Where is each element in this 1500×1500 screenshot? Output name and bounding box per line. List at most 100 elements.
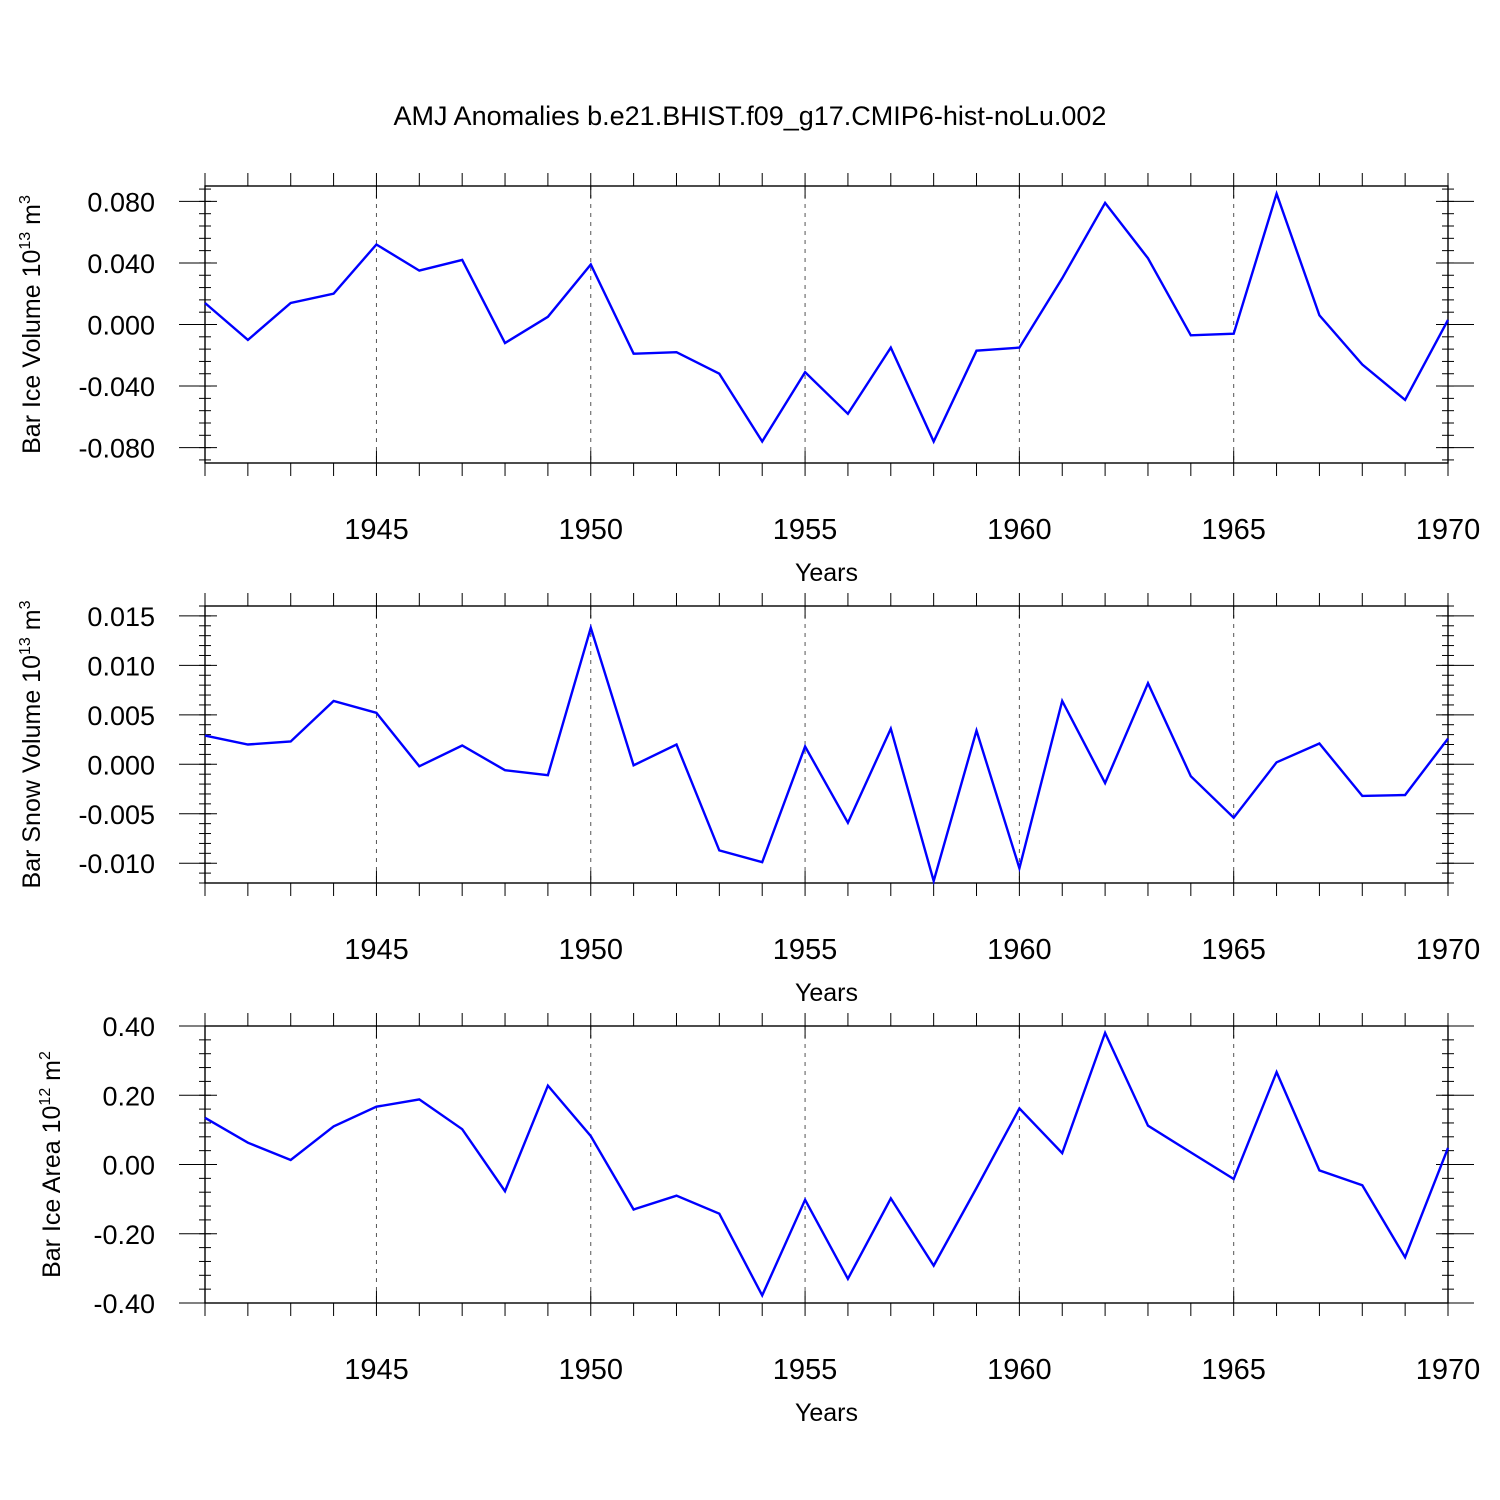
y-axis-title-text: m bbox=[18, 204, 46, 232]
data-point bbox=[417, 269, 421, 273]
data-point bbox=[1146, 256, 1150, 260]
data-point bbox=[289, 740, 293, 744]
x-tick-label: 1950 bbox=[559, 934, 624, 966]
data-point bbox=[1103, 781, 1107, 785]
data-point bbox=[760, 860, 764, 864]
data-point bbox=[717, 1212, 721, 1216]
x-tick-label: 1945 bbox=[344, 1354, 409, 1386]
data-point bbox=[203, 301, 207, 305]
x-tick-label: 1965 bbox=[1201, 514, 1266, 546]
data-point bbox=[332, 699, 336, 703]
data-point bbox=[589, 626, 593, 630]
data-point bbox=[889, 346, 893, 350]
x-tick-label: 1955 bbox=[773, 1354, 838, 1386]
data-point bbox=[546, 773, 550, 777]
data-point bbox=[674, 1194, 678, 1198]
data-point bbox=[1275, 192, 1279, 196]
data-point bbox=[674, 743, 678, 747]
plot-frame bbox=[204, 605, 1449, 884]
data-point bbox=[332, 1124, 336, 1128]
data-point bbox=[374, 711, 378, 715]
x-tick-label: 1960 bbox=[987, 1354, 1052, 1386]
data-point bbox=[546, 315, 550, 319]
data-point bbox=[289, 301, 293, 305]
y-tick-label: 0.040 bbox=[87, 249, 155, 279]
data-point bbox=[803, 744, 807, 748]
data-point bbox=[503, 768, 507, 772]
chart-panel-1: 0.080 0.040 0.000 -0.040 -0.080 1945 1950 1955 1… bbox=[17, 173, 1480, 587]
y-tick-label: 0.005 bbox=[87, 701, 155, 731]
x-tick-label: 1965 bbox=[1201, 1354, 1266, 1386]
data-point bbox=[374, 1105, 378, 1109]
chart-panel-2: 0.015 0.010 0.005 0.000 -0.005 -0.010 1945 1950… bbox=[17, 593, 1480, 1007]
data-point bbox=[1232, 332, 1236, 336]
y-tick-label: -0.40 bbox=[93, 1289, 155, 1319]
data-point bbox=[760, 1293, 764, 1297]
y-tick-label: 0.20 bbox=[102, 1081, 155, 1111]
data-point bbox=[1403, 398, 1407, 402]
data-point bbox=[1146, 681, 1150, 685]
y-tick-label: 0.40 bbox=[102, 1012, 155, 1042]
data-point bbox=[1189, 1150, 1193, 1154]
data-point bbox=[803, 1198, 807, 1202]
x-tick-label: 1945 bbox=[344, 934, 409, 966]
y-axis-title-text: Bar Ice Area 10 bbox=[38, 1106, 66, 1278]
chart-panel-3: 0.40 0.20 0.00 -0.20 -0.40 1945 1950 1955 1960 19… bbox=[37, 1012, 1480, 1427]
data-point bbox=[1189, 774, 1193, 778]
data-point bbox=[1317, 313, 1321, 317]
data-point bbox=[932, 879, 936, 883]
data-point bbox=[246, 1141, 250, 1145]
data-point bbox=[674, 350, 678, 354]
data-point bbox=[1060, 1151, 1064, 1155]
chart-title: AMJ Anomalies b.e21.BHIST.f09_g17.CMIP6-… bbox=[394, 101, 1107, 131]
x-tick-label: 1955 bbox=[773, 934, 838, 966]
data-point bbox=[717, 372, 721, 376]
data-point bbox=[932, 1264, 936, 1268]
plot-frame bbox=[204, 1025, 1449, 1304]
data-point bbox=[1446, 1146, 1450, 1150]
data-point bbox=[1017, 346, 1021, 350]
y-axis-title-superscript: 3 bbox=[17, 600, 34, 609]
data-point bbox=[546, 1084, 550, 1088]
y-axis-title-text: Bar Ice Volume 10 bbox=[18, 250, 46, 454]
plot-frame bbox=[204, 185, 1449, 464]
data-point bbox=[1060, 276, 1064, 280]
data-point bbox=[460, 258, 464, 262]
y-axis-title-superscript: 13 bbox=[17, 232, 34, 250]
x-axis-title: Years bbox=[795, 979, 858, 1007]
data-point bbox=[1146, 1124, 1150, 1128]
data-point bbox=[460, 743, 464, 747]
data-point bbox=[1360, 794, 1364, 798]
series-line bbox=[204, 189, 1450, 445]
data-point bbox=[1317, 742, 1321, 746]
data-point bbox=[1360, 1183, 1364, 1187]
x-axis-title: Years bbox=[795, 1399, 858, 1427]
data-point bbox=[1103, 201, 1107, 205]
y-tick-label: 0.080 bbox=[87, 187, 155, 217]
data-point bbox=[460, 1127, 464, 1131]
data-point bbox=[975, 1186, 979, 1190]
data-point bbox=[760, 439, 764, 443]
x-tick-label: 1965 bbox=[1201, 934, 1266, 966]
data-point bbox=[1275, 1070, 1279, 1074]
data-point bbox=[1317, 1168, 1321, 1172]
data-point bbox=[1017, 866, 1021, 870]
y-tick-label: 0.010 bbox=[87, 651, 155, 681]
data-point bbox=[632, 1208, 636, 1212]
y-tick-label: 0.00 bbox=[102, 1151, 155, 1181]
data-point bbox=[932, 439, 936, 443]
y-axis-title-superscript: 12 bbox=[37, 1088, 54, 1106]
y-tick-label: -0.005 bbox=[78, 800, 155, 830]
data-point bbox=[503, 1189, 507, 1193]
x-tick-label: 1960 bbox=[987, 934, 1052, 966]
y-tick-label: -0.080 bbox=[78, 434, 155, 464]
y-axis-title-superscript: 3 bbox=[17, 195, 34, 204]
data-point bbox=[1189, 333, 1193, 337]
x-tick-label: 1950 bbox=[559, 1354, 624, 1386]
x-axis-title: Years bbox=[795, 559, 858, 587]
x-tick-label: 1970 bbox=[1416, 934, 1481, 966]
x-tick-label: 1970 bbox=[1416, 514, 1481, 546]
y-tick-label: -0.010 bbox=[78, 849, 155, 879]
data-point bbox=[1017, 1106, 1021, 1110]
data-point bbox=[975, 729, 979, 733]
